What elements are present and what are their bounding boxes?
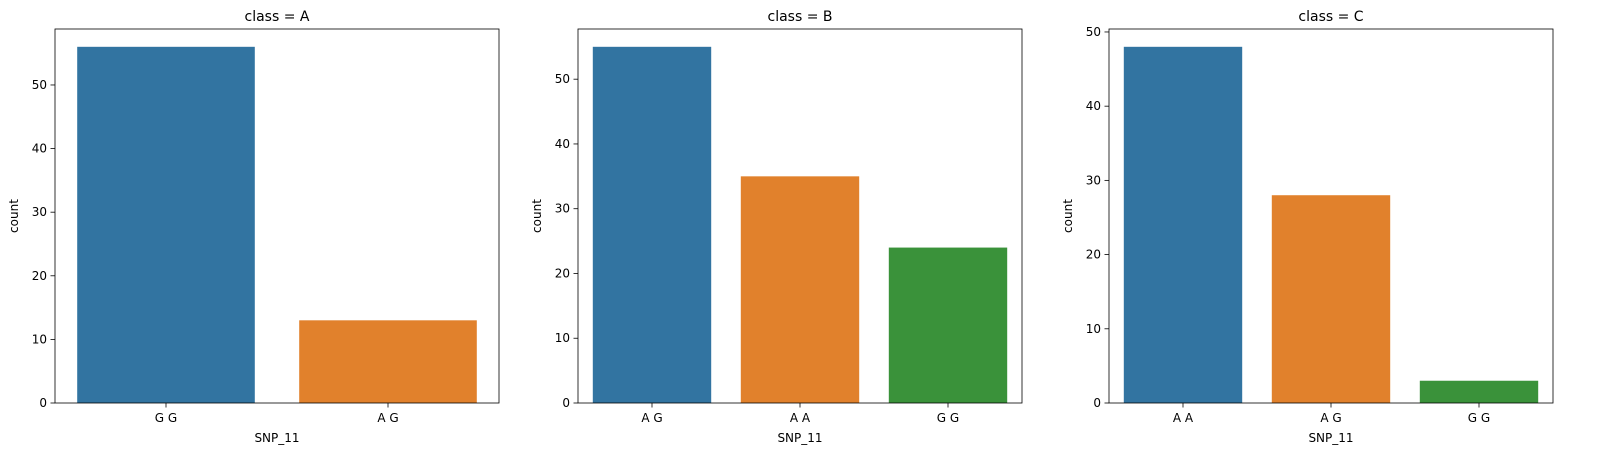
x-axis-label: SNP_11 [777,431,822,445]
chart-title: class = C [1298,9,1363,25]
y-tick-label: 20 [32,269,47,283]
y-tick-label: 10 [1086,322,1101,336]
y-tick-label: 30 [32,205,47,219]
y-tick-label: 40 [1086,99,1101,113]
axes-frame [54,28,500,404]
y-tick-label: 0 [39,396,47,410]
subplot-2: 0 10 20 30 40 50 A G A A G G class = B SNP_11 count [530,9,1023,445]
y-tick-label: 20 [555,266,570,280]
bar-ag [299,320,477,403]
x-tick-label: A A [1173,411,1194,425]
y-tick-label: 50 [1086,25,1101,39]
y-tick-label: 10 [32,332,47,346]
y-tick-label: 20 [1086,248,1101,262]
chart-title: class = B [768,9,833,25]
y-tick-label: 10 [555,331,570,345]
x-tick-label: A G [641,411,662,425]
y-tick-label: 50 [555,72,570,86]
y-tick-label: 30 [1086,173,1101,187]
chart-title: class = A [245,9,310,25]
x-axis-label: SNP_11 [1308,431,1353,445]
subplot-1: 0 10 20 30 40 50 G G A G class = A SNP_11 count [7,9,500,445]
y-axis-label: count [7,199,21,233]
x-tick-label: G G [1468,411,1490,425]
y-axis-label: count [530,199,544,233]
y-tick-label: 40 [32,142,47,156]
bar-gg [888,247,1008,403]
y-tick-label: 30 [555,202,570,216]
bar-aa [740,176,860,403]
y-axis-label: count [1061,199,1075,233]
bar-aa [1123,46,1243,404]
x-tick-label: G G [937,411,959,425]
x-tick-label: A A [790,411,811,425]
bar-ag [592,46,712,404]
bar-gg [77,46,255,404]
y-tick-label: 0 [1093,396,1101,410]
bar-gg [1419,380,1539,403]
x-tick-label: G G [155,411,177,425]
y-tick-label: 40 [555,137,570,151]
subplot-3: 0 10 20 30 40 50 A A A G G G class = C SNP_11 count [1061,9,1554,445]
y-tick-label: 50 [32,78,47,92]
y-tick-label: 0 [562,396,570,410]
bar-ag [1271,195,1391,403]
x-axis-label: SNP_11 [254,431,299,445]
x-tick-label: A G [1320,411,1341,425]
x-tick-label: A G [377,411,398,425]
